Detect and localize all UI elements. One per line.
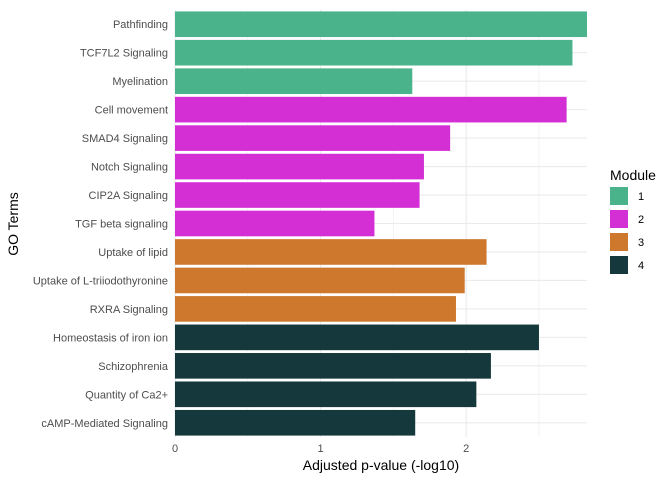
legend-label: 3 (638, 237, 644, 249)
y-tick-label: Cell movement (95, 105, 168, 117)
bar-myelination (175, 68, 413, 94)
x-tick-labels: 0 1 2 (172, 443, 469, 455)
legend-key-2 (610, 210, 628, 228)
y-tick-label: TCF7L2 Signaling (80, 48, 168, 60)
y-tick-label: cAMP-Mediated Signaling (41, 418, 168, 430)
y-tick-label: SMAD4 Signaling (82, 133, 168, 145)
bars (175, 11, 587, 436)
bar-tcf7l2-signaling (175, 39, 573, 66)
bar-tgf-beta-signaling (175, 210, 375, 237)
y-tick-label: Quantity of Ca2+ (85, 389, 168, 401)
bar-uptake-of-l-triiodothyronine (175, 267, 465, 294)
x-tick-label: 1 (318, 443, 324, 455)
bar-smad4-signaling (175, 125, 451, 151)
legend-label: 2 (638, 214, 644, 226)
y-tick-label: Notch Signaling (91, 162, 168, 174)
bar-notch-signaling (175, 153, 424, 180)
legend-label: 4 (638, 260, 644, 272)
bar-cip2a-signaling (175, 182, 420, 208)
y-tick-label: Uptake of L-triiodothyronine (33, 275, 168, 287)
y-axis-title: GO Terms (5, 192, 21, 256)
y-tick-labels: Pathfinding TCF7L2 Signaling Myelination Ce… (33, 19, 169, 430)
y-tick-label: Schizophrenia (98, 361, 169, 373)
y-tick-label: CIP2A Signaling (89, 190, 169, 202)
y-tick-label: TGF beta signaling (75, 219, 168, 231)
y-tick-label: Uptake of lipid (98, 247, 168, 259)
legend-key-1 (610, 187, 628, 205)
x-axis-title: Adjusted p-value (-log10) (303, 457, 459, 473)
bar-pathfinding (175, 11, 587, 38)
legend-key-4 (610, 256, 628, 274)
legend-label: 1 (638, 191, 644, 203)
bar-camp-mediated-signaling (175, 409, 416, 436)
y-tick-label: Pathfinding (113, 19, 168, 31)
bar-rxra-signaling (175, 296, 456, 322)
y-tick-label: RXRA Signaling (90, 304, 168, 316)
x-tick-label: 0 (172, 443, 178, 455)
legend-key-3 (610, 233, 628, 251)
bar-uptake-of-lipid (175, 239, 487, 265)
bar-quantity-of-ca2 (175, 381, 477, 408)
bar-cell-movement (175, 96, 567, 123)
bar-homeostasis-of-iron-ion (175, 324, 539, 351)
x-tick-label: 2 (463, 443, 469, 455)
bar-schizophrenia (175, 353, 491, 379)
y-tick-label: Myelination (112, 76, 168, 88)
y-tick-label: Homeostasis of iron ion (53, 332, 168, 344)
legend-title: Module (610, 167, 656, 183)
legend: Module 1 2 3 4 (610, 167, 656, 274)
